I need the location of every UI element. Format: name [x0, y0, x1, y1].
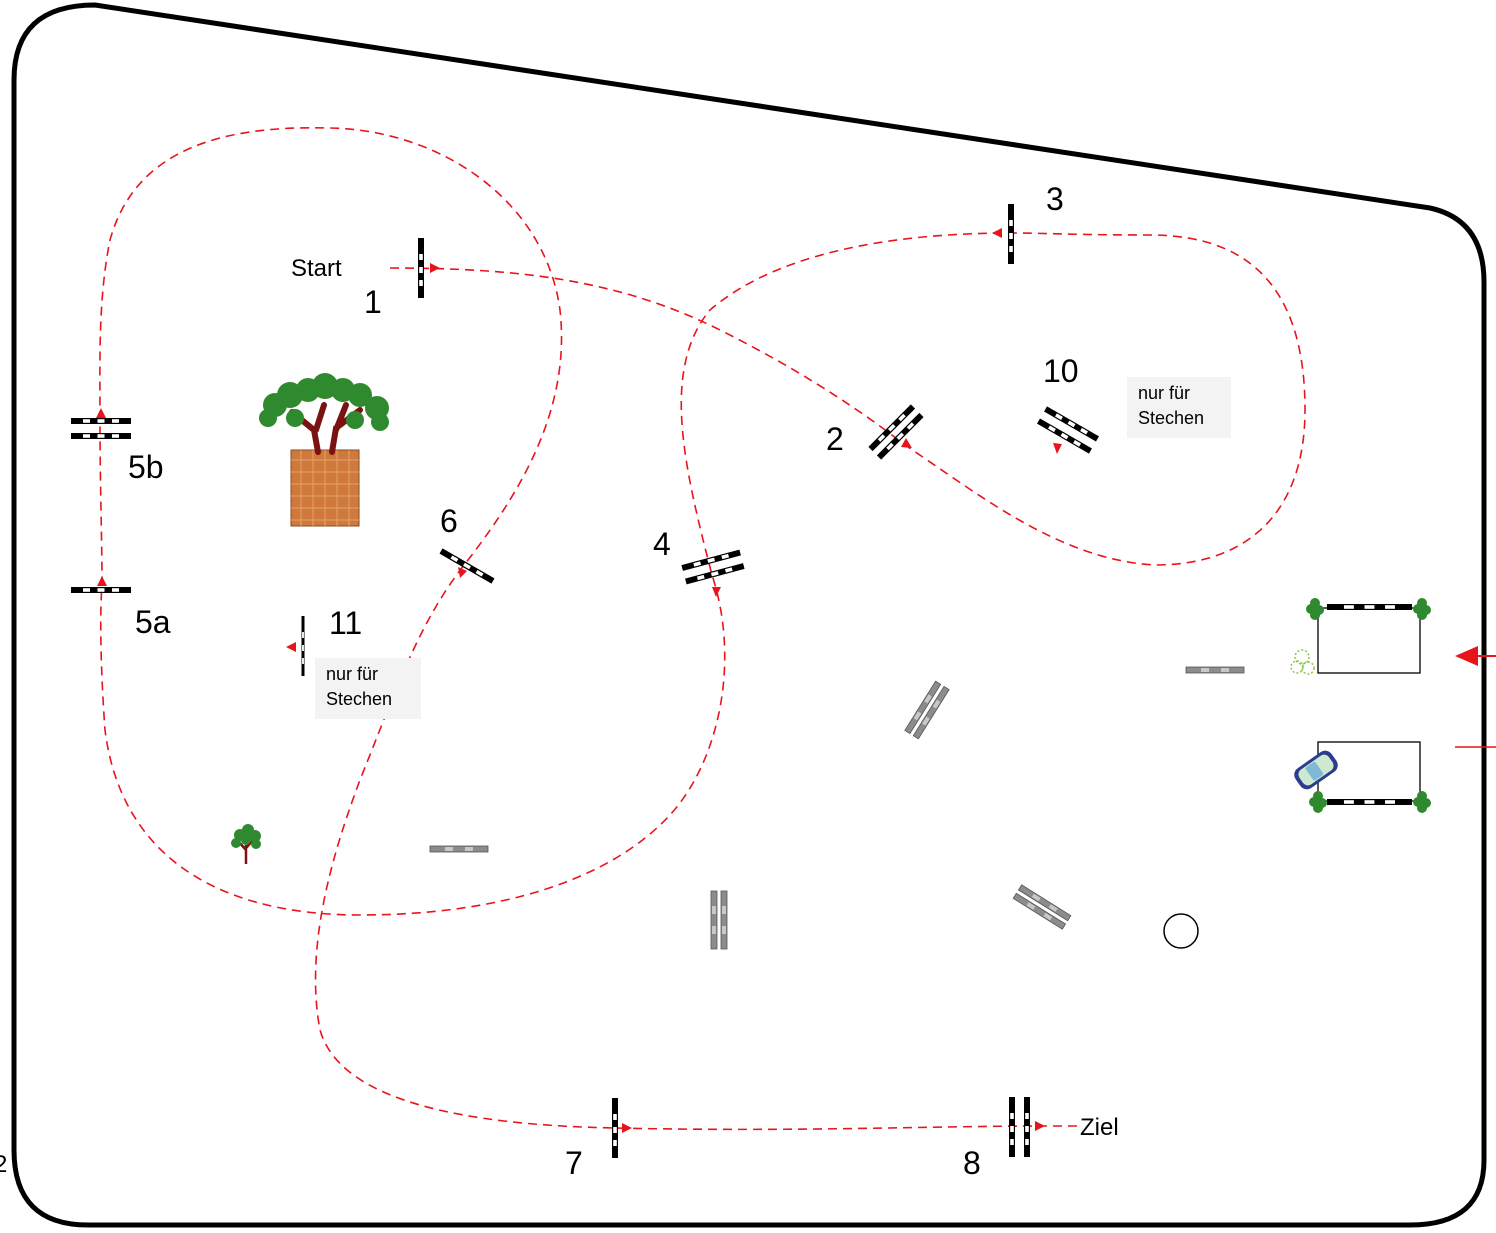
tree-planter-icon	[259, 373, 389, 526]
obstacle-number-8: 8	[963, 1145, 981, 1181]
obstacle-5b	[71, 418, 131, 439]
spare-pole	[905, 681, 949, 739]
circle-marker-icon	[1164, 914, 1198, 948]
obstacle-number-3: 3	[1046, 181, 1064, 217]
obstacle-5a	[71, 587, 131, 593]
obstacle-6	[440, 548, 495, 583]
route-path	[100, 128, 1305, 1130]
spare-pole	[430, 846, 488, 852]
obstacle-3	[1008, 204, 1014, 264]
obstacle-number-7: 7	[565, 1145, 583, 1181]
entry-arrow	[1455, 646, 1496, 666]
obstacle-number-2: 2	[826, 421, 844, 457]
obstacle-number-5b: 5b	[128, 449, 164, 485]
spare-pole	[1186, 667, 1244, 673]
finish-label: Ziel	[1080, 1114, 1119, 1141]
obstacle-10	[1037, 406, 1099, 453]
small-tree-icon	[231, 824, 261, 864]
edge-fragment-label: 2	[0, 1151, 7, 1178]
note-line-2: Stechen	[326, 687, 410, 712]
note-jump-off-10: nur für Stechen	[1127, 377, 1231, 438]
spare-pole	[711, 891, 727, 949]
arena-border	[14, 5, 1484, 1225]
note-jump-off-11: nur für Stechen	[315, 658, 421, 719]
obstacle-1	[418, 238, 424, 298]
obstacle-number-11: 11	[329, 605, 362, 641]
obstacle-number-1: 1	[364, 284, 382, 320]
note-line-1: nur für	[326, 662, 410, 687]
note-line-1: nur für	[1138, 381, 1220, 406]
obstacle-8	[1009, 1097, 1030, 1157]
route-arrows	[96, 228, 1062, 1133]
obstacle-7	[612, 1098, 618, 1158]
obstacle-11	[302, 616, 305, 676]
bush-icon	[1291, 650, 1314, 674]
obstacle-number-10: 10	[1043, 353, 1079, 389]
obstacle-number-4: 4	[653, 526, 671, 562]
spare-pole	[1013, 885, 1071, 929]
start-label: Start	[291, 255, 342, 282]
obstacle-number-6: 6	[440, 503, 458, 539]
obstacle-number-5a: 5a	[135, 604, 171, 640]
gate-upper	[1306, 598, 1431, 673]
note-line-2: Stechen	[1138, 406, 1220, 431]
obstacle-2	[868, 404, 923, 459]
